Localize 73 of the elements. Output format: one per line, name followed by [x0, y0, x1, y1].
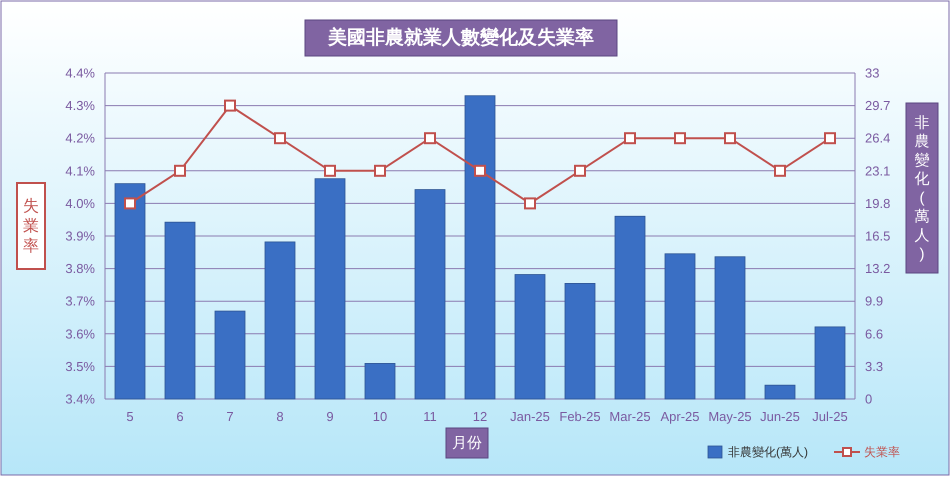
- x-tick-label: 12: [472, 409, 488, 424]
- y-tick-label: 3.9%: [65, 228, 96, 244]
- x-tick-label: 9: [326, 409, 334, 424]
- y-tick-label: 4.1%: [65, 163, 96, 178]
- point: [474, 164, 486, 177]
- y-tick-label: 3.8%: [65, 261, 96, 276]
- x-tick-label: Feb-25: [559, 409, 601, 424]
- bar: [564, 283, 596, 400]
- bar: [714, 256, 746, 400]
- x-tick-label: 8: [276, 409, 284, 424]
- point: [724, 132, 736, 144]
- point: [224, 100, 236, 112]
- x-tick-label: 7: [226, 409, 234, 424]
- point: [174, 164, 186, 177]
- point: [374, 164, 386, 177]
- x-tick-label: 11: [423, 409, 437, 424]
- x-tick-label: 5: [126, 409, 134, 424]
- y2-tick-label: 6.6: [865, 326, 884, 342]
- x-tick-label: Jun-25: [760, 409, 800, 424]
- x-tick-label: 10: [372, 409, 388, 424]
- y2-tick-label: 19.8: [865, 196, 890, 211]
- y2-tick-label: 29.7: [865, 98, 890, 114]
- x-tick-label: Apr-25: [660, 409, 700, 424]
- point: [624, 132, 636, 144]
- y-tick-label: 3.6%: [65, 326, 96, 342]
- y2-tick-label: 26.4: [865, 130, 890, 146]
- y2-tick-label: 3.3: [865, 358, 884, 374]
- y2-tick-label: 16.5: [865, 228, 890, 244]
- y-tick-label: 4.4%: [65, 66, 96, 80]
- bar: [464, 95, 496, 400]
- x-tick-label: Mar-25: [609, 409, 651, 424]
- point: [574, 164, 586, 177]
- bar: [764, 384, 796, 400]
- bar: [114, 183, 146, 400]
- point: [274, 132, 286, 144]
- y-tick-label: 3.7%: [65, 294, 96, 309]
- point: [524, 197, 536, 210]
- x-tick-label: 6: [176, 409, 184, 424]
- point: [124, 197, 136, 210]
- bar: [164, 222, 196, 400]
- y-tick-label: 3.4%: [65, 392, 96, 406]
- x-tick-label: Jul-25: [812, 409, 848, 424]
- bar: [614, 216, 646, 400]
- y2-tick-label: 0: [865, 392, 872, 406]
- point: [424, 132, 436, 144]
- y2-tick-label: 9.9: [865, 294, 884, 309]
- point: [674, 132, 686, 144]
- bar: [264, 242, 296, 400]
- y2-axis-title: 非農變化(萬人): [914, 114, 930, 262]
- y2-tick-label: 33: [865, 66, 880, 80]
- y-tick-label: 4.2%: [65, 130, 96, 146]
- y-tick-label: 3.5%: [65, 358, 96, 374]
- chart-title: 美國非農就業人數變化及失業率: [327, 26, 594, 48]
- y-tick-label: 4.3%: [65, 98, 96, 114]
- x-tick-label: Jan-25: [510, 409, 550, 424]
- bar: [314, 178, 346, 400]
- bar: [814, 326, 846, 400]
- point: [774, 164, 786, 177]
- y-axis-title: 失業率: [23, 196, 39, 254]
- point: [324, 164, 336, 177]
- x-tick-label: May-25: [708, 409, 752, 424]
- bar: [214, 310, 246, 400]
- y-tick-label: 4.0%: [65, 196, 96, 211]
- legend-label: 失業率: [864, 445, 900, 459]
- point: [824, 132, 836, 144]
- y2-tick-label: 23.1: [865, 163, 890, 178]
- bar: [414, 189, 446, 400]
- bar: [514, 274, 546, 400]
- bar: [364, 363, 396, 400]
- x-axis-title: 月份: [452, 434, 482, 452]
- y2-tick-label: 13.2: [865, 261, 890, 276]
- bar: [664, 253, 696, 400]
- legend-label: 非農變化(萬人): [728, 445, 808, 459]
